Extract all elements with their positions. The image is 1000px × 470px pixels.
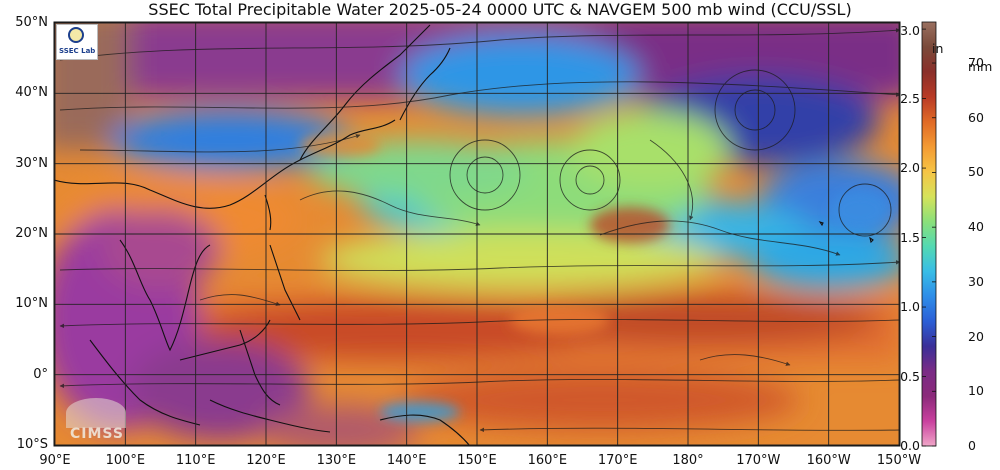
colorbar-inch-label: 0.0: [900, 438, 920, 453]
latitude-label: 40°N: [15, 85, 48, 101]
coastlines: [54, 24, 874, 446]
ssec-logo: SSEC Lab: [56, 24, 98, 60]
colorbar-mm-label: 70: [968, 55, 984, 71]
colorbar-inch-label: 0.5: [900, 368, 920, 384]
colorbar-inch-label: 1.0: [900, 299, 920, 315]
colorbar-mm-label: 30: [968, 273, 984, 289]
colorbar-mm-label: 10: [968, 383, 984, 399]
wind-streamlines: [59, 28, 900, 433]
colorbar-inch-label: 1.5: [900, 229, 920, 245]
colorbar-inch-unit: in: [932, 41, 944, 56]
cimss-logo: CIMSS: [58, 398, 138, 444]
satellite-dish-icon: [66, 398, 126, 428]
colorbar-inch-label: 2.0: [900, 160, 920, 176]
longitude-label: 170°E: [597, 453, 638, 468]
map-frame: [53, 21, 901, 447]
longitude-label: 110°E: [175, 453, 216, 468]
ssec-logo-text: SSEC Lab: [59, 47, 96, 55]
longitude-label: 160°E: [527, 453, 568, 468]
colorbar-mm-label: 0: [968, 438, 976, 453]
page-title: SSEC Total Precipitable Water 2025-05-24…: [148, 0, 852, 19]
colorbar-inch-label: 2.5: [900, 90, 920, 106]
longitude-label: 170°W: [736, 453, 781, 468]
longitude-label: 150°W: [876, 453, 922, 468]
cimss-logo-text: CIMSS: [70, 426, 124, 442]
colorbar-mm-unit: mm: [968, 59, 993, 74]
longitude-label: 120°E: [246, 453, 286, 468]
latitude-label: 10°N: [15, 296, 48, 312]
longitude-label: 130°E: [316, 453, 357, 468]
longitude-label: 160°W: [806, 453, 851, 468]
longitude-label: 100°E: [105, 453, 146, 468]
latitude-label: 50°N: [15, 15, 48, 30]
colorbar: [921, 21, 937, 447]
colorbar-mm-label: 20: [968, 328, 984, 344]
longitude-label: 180°: [672, 453, 704, 468]
latitude-label: 10°S: [16, 437, 48, 452]
longitude-label: 150°E: [457, 453, 497, 468]
colorbar-mm-label: 50: [968, 164, 984, 180]
colorbar-inch-label: 3.0: [900, 23, 920, 38]
latitude-label: 30°N: [15, 155, 48, 171]
longitude-label: 140°E: [386, 453, 427, 468]
colorbar-mm-label: 40: [968, 219, 984, 235]
latitude-label: 20°N: [15, 226, 48, 241]
tpw-field: [54, 22, 900, 446]
colorbar-mm-label: 60: [968, 109, 984, 125]
ssec-seal-icon: [68, 27, 84, 43]
lat-lon-grid: [54, 22, 900, 446]
longitude-label: 90°E: [39, 453, 71, 468]
latitude-label: 0°: [33, 366, 48, 382]
